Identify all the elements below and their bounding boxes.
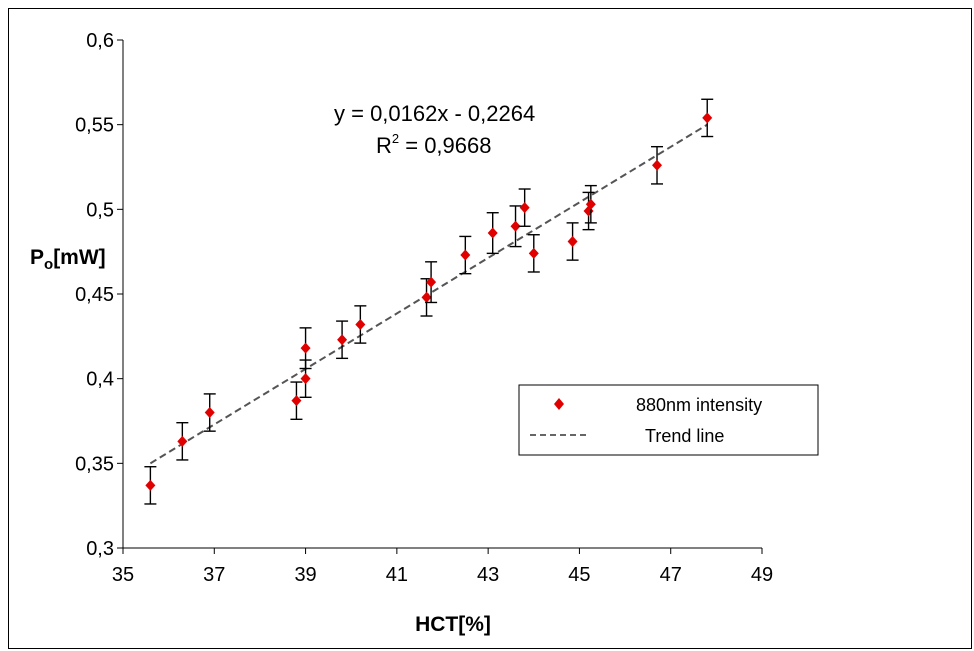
- y-axis-title-main: P: [30, 246, 44, 269]
- legend-box: [518, 384, 819, 456]
- data-point: [204, 407, 215, 419]
- legend-label-trend: Trend line: [645, 426, 724, 446]
- data-points-layer: [144, 98, 714, 505]
- r-squared-sup: 2: [392, 131, 399, 146]
- x-tick-label: 41: [386, 564, 408, 586]
- data-point: [177, 435, 188, 447]
- x-axis-title: HCT[%]: [415, 613, 491, 636]
- chart-frame: [8, 8, 972, 649]
- y-tick-label: 0,35: [75, 453, 114, 475]
- y-axis-title-sub: o: [44, 256, 53, 273]
- trend-line-layer: [149, 123, 708, 465]
- x-tick-label: 37: [203, 564, 225, 586]
- data-point: [510, 220, 521, 232]
- legend-label-880nm: 880nm intensity: [636, 395, 762, 415]
- y-tick-label: 0,55: [75, 115, 114, 137]
- x-tick-label: 39: [294, 564, 316, 586]
- y-tick-label: 0,5: [86, 199, 114, 221]
- x-axis-ticks: 35 37 39 41 43 45 47 49: [112, 548, 773, 586]
- x-tick-label: 43: [477, 564, 499, 586]
- r-squared: R2 = 0,9668: [376, 131, 492, 158]
- y-tick-label: 0,3: [86, 538, 114, 560]
- y-axis-ticks: 0,3 0,35 0,4 0,45 0,5 0,55 0,6: [75, 30, 123, 560]
- data-point: [567, 236, 578, 248]
- data-point: [652, 159, 663, 171]
- data-point: [421, 291, 432, 303]
- data-point: [702, 112, 713, 124]
- data-point: [145, 479, 156, 491]
- legend-marker-880nm: [554, 398, 564, 410]
- y-axis-title-unit: [mW]: [53, 246, 105, 269]
- y-axis-title: Po[mW]: [30, 246, 106, 273]
- data-point: [291, 395, 302, 407]
- data-point: [519, 202, 530, 214]
- y-tick-label: 0,4: [86, 369, 114, 391]
- y-tick-label: 0,45: [75, 284, 114, 306]
- y-tick-label: 0,6: [86, 30, 114, 52]
- trend-line: [149, 123, 708, 465]
- legend: 880nm intensity Trend line: [518, 384, 819, 456]
- regression-equation: y = 0,0162x - 0,2264: [334, 101, 535, 126]
- x-tick-label: 49: [751, 564, 773, 586]
- data-point: [487, 227, 498, 239]
- data-point: [300, 342, 311, 354]
- x-tick-label: 47: [660, 564, 682, 586]
- data-point: [460, 249, 471, 261]
- x-tick-label: 35: [112, 564, 134, 586]
- data-point: [585, 198, 596, 210]
- x-tick-label: 45: [568, 564, 590, 586]
- r-squared-value: = 0,9668: [399, 133, 491, 158]
- data-point: [355, 318, 366, 330]
- r-squared-label: R: [376, 133, 392, 158]
- data-point: [337, 334, 348, 346]
- data-point: [300, 373, 311, 385]
- data-point: [426, 276, 437, 288]
- data-point: [528, 247, 539, 259]
